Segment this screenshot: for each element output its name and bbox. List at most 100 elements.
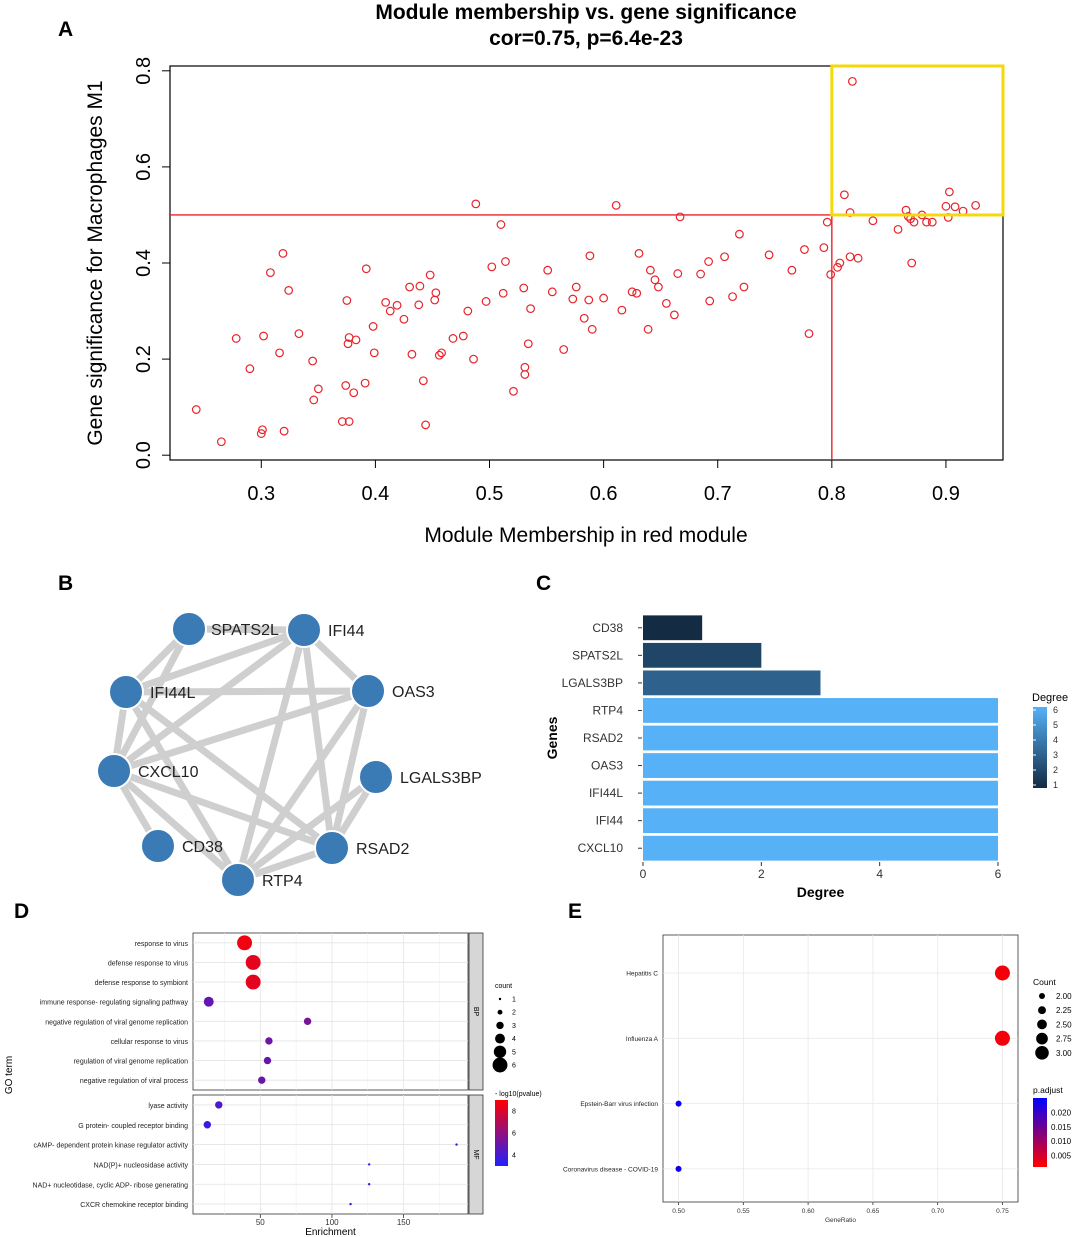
scatter-point [520, 362, 530, 372]
scatter-point [653, 282, 663, 292]
scatter-point [543, 265, 553, 275]
term-label: defense response to symbiont [95, 980, 188, 987]
y-axis-label: Genes [544, 716, 560, 759]
network-edge [234, 629, 308, 881]
node-label: IFI44L [150, 685, 195, 702]
scatter-point [941, 201, 951, 211]
scatter-point [764, 250, 774, 260]
y-tick-label: SPATS2L [572, 648, 623, 662]
network-node [350, 673, 386, 709]
network-edge [124, 626, 306, 696]
chart-subtitle: cor=0.75, p=6.4e-23 [489, 27, 683, 50]
scatter-point [309, 395, 319, 405]
scatter-point [231, 334, 241, 343]
scatter-point [585, 251, 595, 261]
size-legend-dot [1038, 1006, 1046, 1015]
scatter-point [407, 349, 417, 359]
scatter-point [501, 257, 510, 266]
facet-panel [192, 1094, 469, 1215]
legend-tick-label: 5 [1053, 720, 1058, 730]
network-node [286, 612, 322, 648]
size-legend-label: 1 [512, 997, 516, 1004]
scatter-point [434, 350, 444, 360]
size-legend-dot [1037, 1019, 1047, 1030]
y-tick-label: 0.4 [133, 249, 155, 277]
size-legend-label: 2.25 [1056, 1006, 1072, 1015]
plot-frame [662, 934, 1019, 1203]
node-label: RSAD2 [356, 841, 409, 858]
network-edge [235, 689, 371, 882]
node-label: OAS3 [392, 684, 435, 701]
y-tick-label: CD38 [592, 621, 623, 635]
panel-letter-c: C [536, 572, 551, 595]
dot [349, 1202, 352, 1206]
scatter-point [266, 268, 275, 278]
scatter-point [313, 384, 323, 394]
x-tick-label: 0.3 [247, 483, 275, 505]
bar [643, 753, 998, 778]
scatter-point [519, 283, 529, 293]
scatter-point [509, 386, 518, 396]
network-edge [328, 690, 372, 849]
scatter-point [650, 275, 660, 285]
scatter-point [927, 217, 937, 227]
panel-e-kegg-dotplot: Hepatitis C Influenza A Epstein-Barr virus… [563, 934, 1072, 1224]
scatter-point [868, 216, 878, 226]
bar [643, 808, 998, 834]
scatter-point [256, 429, 266, 438]
plot-frame [169, 65, 1004, 461]
size-legend-label: 6 [512, 1063, 516, 1070]
node-label: LGALS3BP [400, 770, 482, 787]
y-tick-label: OAS3 [591, 759, 623, 773]
scatter-point [822, 217, 832, 227]
term-label: Influenza A [626, 1036, 659, 1043]
scatter-point [568, 294, 578, 304]
dot [675, 1100, 682, 1107]
size-legend-label: 2.00 [1056, 992, 1072, 1001]
scatter-point [845, 252, 855, 262]
network-edge [110, 627, 193, 773]
dot [245, 954, 261, 970]
panel-letter-e: E [568, 900, 582, 923]
panel-c-bar-chart: CD38 SPATS2L LGALS3BP RTP4 RSAD2 OAS3 IFI44L IF… [544, 615, 1068, 900]
network-node [96, 753, 132, 789]
legend-tick-label: 4 [1053, 735, 1058, 745]
bar [643, 698, 998, 723]
scatter-point [279, 426, 289, 436]
color-legend-label: 4 [512, 1153, 516, 1160]
size-legend-label: 2.75 [1056, 1035, 1072, 1044]
scatter-point [587, 324, 597, 334]
term-label: NAD+ nucleotidase, cyclic ADP- ribose ge… [33, 1182, 189, 1189]
scatter-point [675, 212, 685, 222]
scatter-point [571, 282, 581, 292]
dot [367, 1163, 371, 1166]
scatter-point [337, 417, 347, 426]
legend-tick-label: 2 [1053, 765, 1058, 775]
x-tick-label: 150 [397, 1218, 411, 1227]
panel-letter-b: B [58, 572, 73, 595]
size-legend-dot [1039, 993, 1045, 999]
color-legend-bar [1033, 1098, 1047, 1167]
y-tick-label: LGALS3BP [562, 676, 623, 690]
facet-strip-label: BP [472, 1007, 479, 1017]
panel-a-scatter: Module membership vs. gene significance c… [84, 1, 1005, 547]
term-label: Coronavirus disease - COVID-19 [563, 1166, 658, 1173]
scatter-point [351, 335, 361, 345]
size-legend-label: 3 [512, 1023, 516, 1030]
x-tick-label: 0.9 [932, 483, 960, 505]
scatter-point [341, 381, 351, 390]
x-tick-label: 0.55 [737, 1208, 750, 1215]
size-legend-title: Count [1033, 977, 1056, 987]
bar [643, 780, 998, 806]
scatter-point [839, 190, 849, 200]
dot [303, 1017, 312, 1026]
x-tick-label: 0.5 [476, 483, 504, 505]
scatter-point [216, 437, 226, 447]
y-tick-label: 0.8 [133, 57, 155, 85]
term-label: regulation of viral genome replication [74, 1059, 189, 1066]
network-node [358, 759, 394, 795]
y-tick-label: 0.0 [133, 441, 155, 469]
scatter-point [696, 269, 706, 279]
color-legend-bar [495, 1100, 508, 1166]
x-tick-label: 0 [640, 867, 647, 881]
